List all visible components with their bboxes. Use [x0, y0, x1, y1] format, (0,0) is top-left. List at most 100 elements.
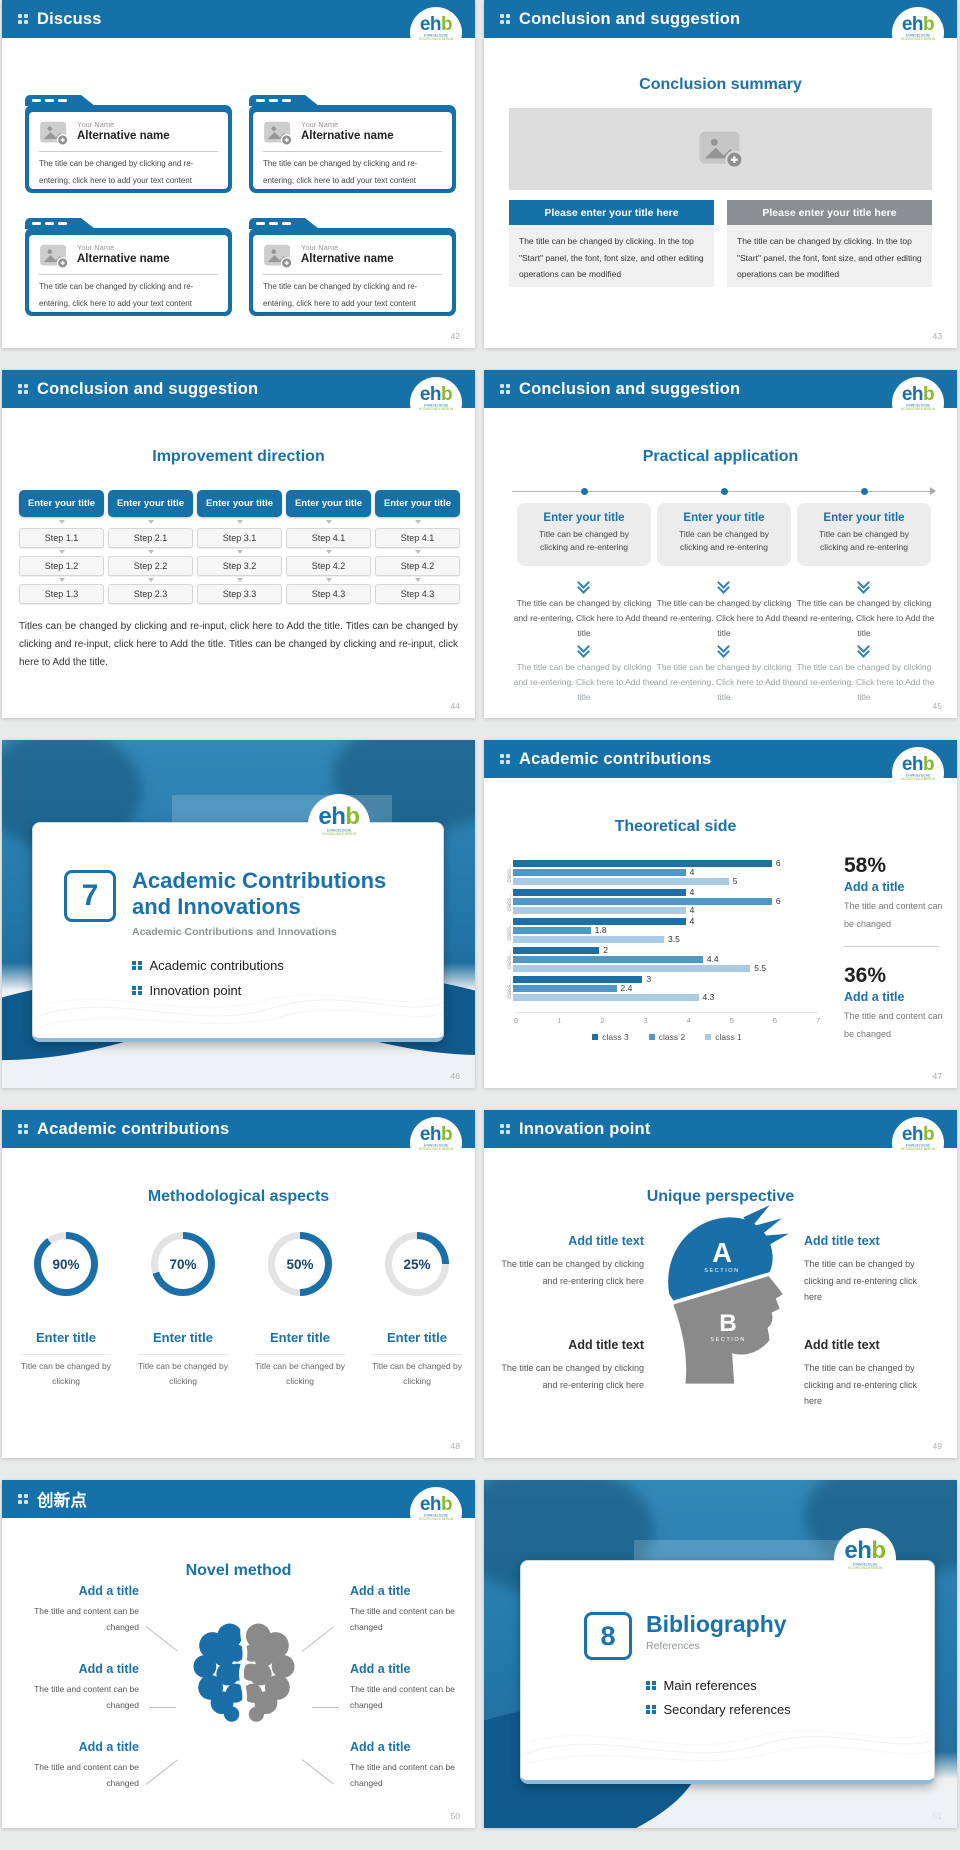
divider — [844, 946, 939, 947]
page-number: 45 — [932, 701, 942, 711]
title-card: Enter your title Title can be changed by… — [657, 503, 791, 566]
step-box: Step 1.1 — [19, 528, 104, 548]
slide-novel-method[interactable]: 创新点 ehb EVANGELISCHE HOCHSCHULE BERLIN No… — [2, 1480, 475, 1828]
title-box: Please enter your title here The title c… — [509, 200, 714, 287]
card-body-text: The title can be changed by clicking and… — [39, 282, 194, 308]
row-2: Conclusion and suggestion ehb EVANGELISC… — [2, 370, 958, 718]
slide-title: Novel method — [185, 1562, 292, 1579]
step-text-secondary: The title can be changed by clicking and… — [653, 662, 795, 702]
page-number: 50 — [450, 1811, 460, 1821]
connector-line — [312, 1707, 338, 1708]
slide-conclusion-summary[interactable]: Conclusion and suggestion ehb EVANGELISC… — [484, 0, 957, 348]
image-placeholder-icon — [40, 121, 69, 146]
image-placeholder-icon — [699, 131, 743, 169]
slide-header-title: Conclusion and suggestion — [519, 379, 741, 398]
card-subtitle: Title can be changed by clicking and re-… — [539, 529, 629, 552]
stat-body: The title and content can be changed — [844, 901, 943, 929]
step-box: Step 4.3 — [375, 584, 460, 604]
slide-bibliography-cover[interactable]: ehb EVANGELISCHE HOCHSCHULE BERLIN 8 Bibl… — [484, 1480, 957, 1828]
donut-chart: 70% — [151, 1232, 215, 1296]
double-chevron-down-icon — [855, 640, 873, 658]
column-title-button: Enter your title — [375, 490, 460, 517]
ehb-logo-text: ehb — [419, 14, 453, 36]
stat-body: The title and content can be changed — [844, 1011, 943, 1039]
step-text: The title can be changed by clicking and… — [653, 598, 795, 638]
slide-unique-perspective[interactable]: Innovation point ehb EVANGELISCHE HOCHSCH… — [484, 1110, 957, 1458]
ehb-logo-text: ehb — [901, 384, 935, 406]
step-box: Step 4.2 — [375, 556, 460, 576]
timeline-dot — [581, 488, 588, 495]
card-subtitle: Title can be changed by clicking and re-… — [819, 529, 909, 552]
card-name-label: Your Name — [77, 243, 115, 252]
section-list-item: Innovation point — [132, 983, 241, 998]
stat-percent: 36% — [844, 964, 887, 987]
ehb-logo-subtext: EVANGELISCHE HOCHSCHULE BERLIN — [900, 404, 936, 412]
double-chevron-down-icon — [575, 640, 593, 658]
card-name-label: Your Name — [301, 243, 339, 252]
connector-line — [150, 1707, 176, 1708]
feature-body: The title and content can be changed — [350, 1762, 455, 1788]
ehb-logo-text: ehb — [901, 754, 935, 776]
donut-chart: 90% — [34, 1232, 98, 1296]
card-body-text: The title can be changed by clicking and… — [39, 159, 194, 185]
slide-title: Theoretical side — [614, 818, 737, 835]
folder-tab — [249, 95, 319, 106]
step-text: The title can be changed by clicking and… — [793, 598, 935, 638]
row-1: Discuss ehb EVANGELISCHE HOCHSCHULE BERLI… — [2, 0, 958, 348]
ehb-logo-text: ehb — [901, 14, 935, 36]
step-text-secondary: The title can be changed by clicking and… — [793, 662, 935, 702]
slide-methodological-aspects[interactable]: Academic contributions ehb EVANGELISCHE H… — [2, 1110, 475, 1458]
bar-chart: class… 6 4 5 class… 4 6 4 class… 4 1.8 3.5 class… 2 4.… — [507, 858, 781, 1003]
step-box: Step 3.2 — [197, 556, 282, 576]
step-box: Step 3.1 — [197, 528, 282, 548]
slide-improvement-direction[interactable]: Conclusion and suggestion ehb EVANGELISC… — [2, 370, 475, 718]
ehb-logo: ehb EVANGELISCHE HOCHSCHULE BERLIN — [410, 377, 462, 429]
step-box: Step 1.3 — [19, 584, 104, 604]
feature-title: Add title text — [804, 1338, 880, 1352]
double-chevron-down-icon — [575, 576, 593, 594]
folder-card-body: Your Name Alternative name The title can… — [29, 112, 228, 189]
slide-header-title: Innovation point — [519, 1119, 651, 1138]
page-number: 51 — [932, 1811, 942, 1821]
donut-percent-label: 25% — [392, 1239, 442, 1289]
section-a-label: SECTION — [704, 1268, 739, 1274]
donut-percent-label: 70% — [158, 1239, 208, 1289]
process-column: Enter your title — [19, 490, 104, 517]
grid-icon — [18, 384, 28, 394]
section-list-item-label: Academic contributions — [149, 958, 284, 973]
page-number: 44 — [450, 701, 460, 711]
card-name-label: Your Name — [77, 120, 115, 129]
slide-theoretical-side[interactable]: Academic contributions ehb EVANGELISCHE H… — [484, 740, 957, 1088]
title-box: Please enter your title here The title c… — [727, 200, 932, 287]
donut-caption: Title can be changed by clicking — [255, 1354, 345, 1390]
page-number: 42 — [450, 331, 460, 341]
folder-card-body: Your Name Alternative name The title can… — [253, 112, 452, 189]
ehb-logo: ehb EVANGELISCHE HOCHSCHULE BERLIN — [410, 7, 462, 59]
feature-body: The title can be changed by clicking and… — [501, 1363, 644, 1390]
connector-line — [145, 1759, 178, 1785]
grid-icon — [500, 754, 510, 764]
donut-title: Enter title — [153, 1330, 213, 1345]
column-title-button: Enter your title — [19, 490, 104, 517]
step-box: Step 3.3 — [197, 584, 282, 604]
page-number: 48 — [450, 1441, 460, 1451]
page-number: 49 — [932, 1441, 942, 1451]
section-list-item: Secondary references — [646, 1702, 791, 1717]
title-box-body: The title can be changed by clicking. In… — [727, 225, 932, 287]
stat-title: Add a title — [844, 990, 905, 1004]
card-body-text: The title can be changed by clicking and… — [263, 159, 418, 185]
slide-practical-application[interactable]: Conclusion and suggestion ehb EVANGELISC… — [484, 370, 957, 718]
grid-icon — [500, 384, 510, 394]
ehb-logo: ehb EVANGELISCHE HOCHSCHULE BERLIN — [892, 747, 944, 799]
feature-body: The title and content can be changed — [350, 1684, 455, 1710]
ehb-logo-subtext: EVANGELISCHE HOCHSCHULE BERLIN — [900, 1144, 936, 1152]
grid-bullet-icon — [132, 960, 142, 971]
ehb-logo: ehb EVANGELISCHE HOCHSCHULE BERLIN — [410, 1487, 462, 1539]
slide-section-cover-7[interactable]: ehb EVANGELISCHE HOCHSCHULE BERLIN 7 Acad… — [2, 740, 475, 1088]
card-body-text: The title can be changed by clicking and… — [263, 282, 418, 308]
feature-body: The title can be changed by clicking and… — [804, 1363, 918, 1407]
grid-icon — [18, 1494, 28, 1504]
feature-title: Add title text — [568, 1338, 644, 1352]
slide-discuss[interactable]: Discuss ehb EVANGELISCHE HOCHSCHULE BERLI… — [2, 0, 475, 348]
slide-title: Practical application — [642, 448, 799, 465]
